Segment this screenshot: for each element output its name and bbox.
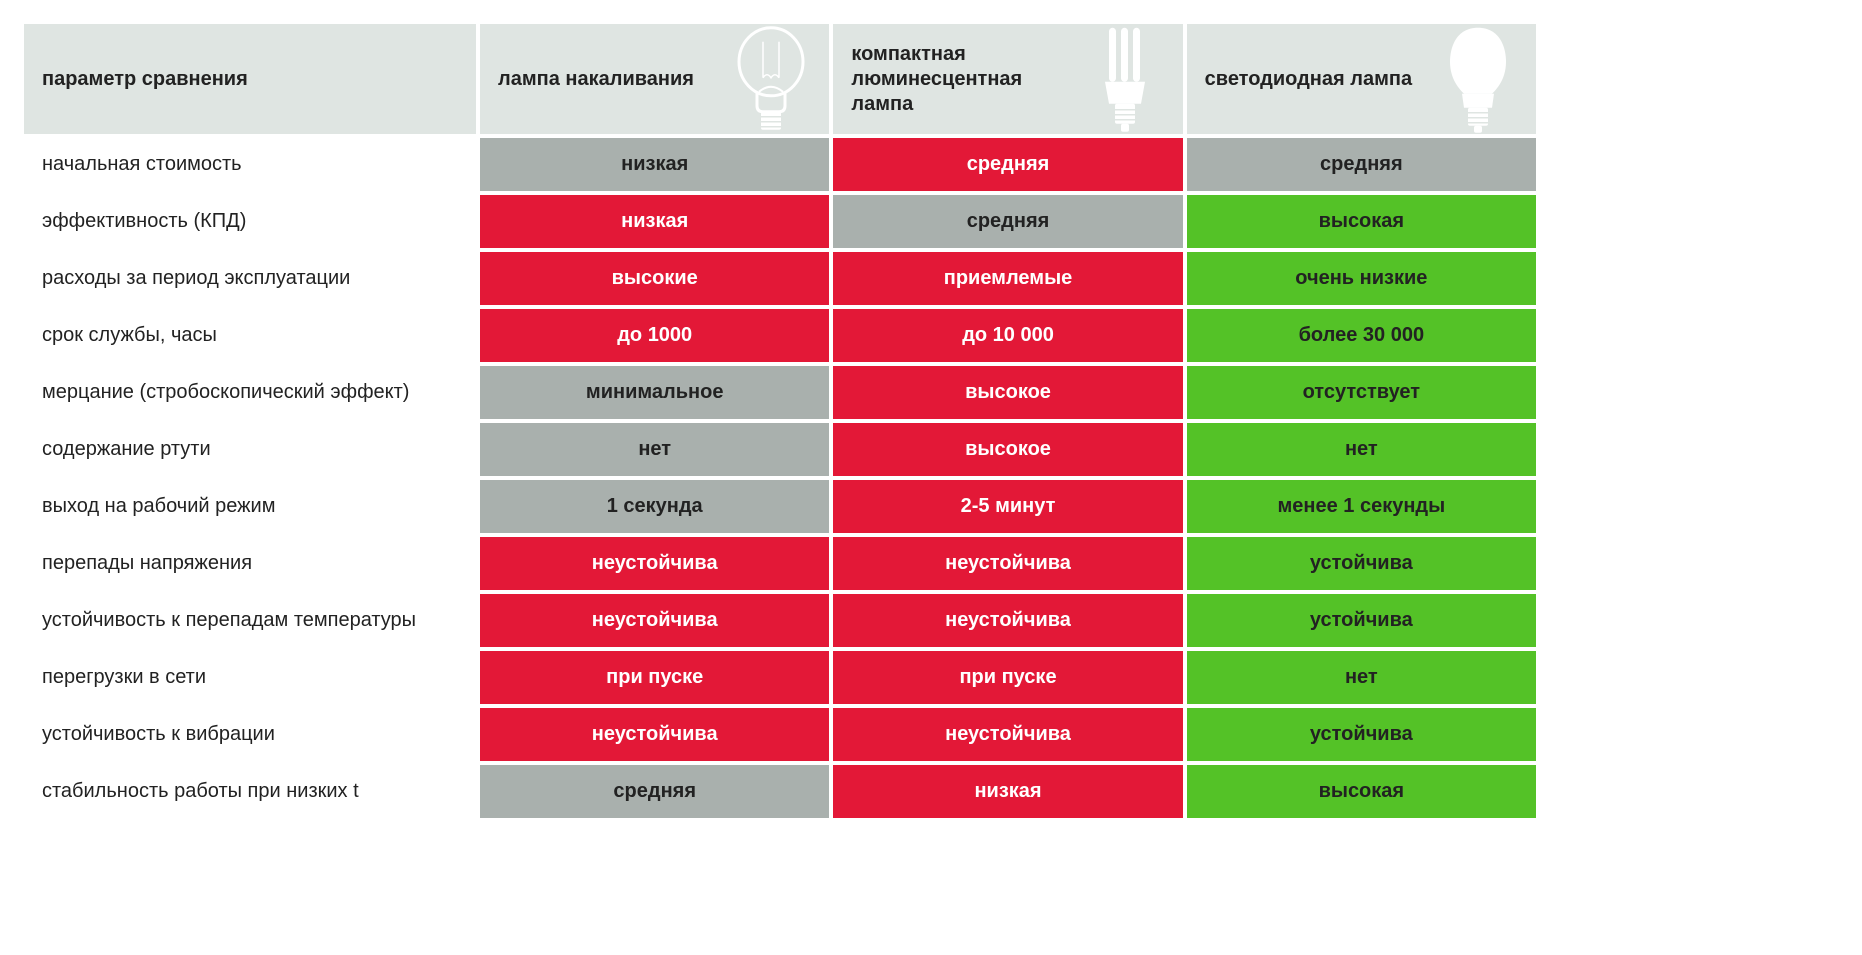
data-cell: неустойчива	[833, 594, 1182, 647]
table-row: мерцание (стробоскопический эффект)миним…	[24, 366, 1536, 419]
param-cell: перегрузки в сети	[24, 651, 476, 704]
data-cell: минимальное	[480, 366, 829, 419]
data-cell: высокое	[833, 423, 1182, 476]
data-cell: высокая	[1187, 195, 1536, 248]
table-row: начальная стоимостьнизкаясредняясредняя	[24, 138, 1536, 191]
table-header-row: параметр сравнения лампа накаливания	[24, 24, 1536, 134]
data-cell: до 10 000	[833, 309, 1182, 362]
data-cell: средняя	[833, 138, 1182, 191]
header-col-led: светодиодная лампа	[1187, 24, 1536, 134]
incandescent-bulb-icon	[729, 22, 813, 152]
data-cell: при пуске	[833, 651, 1182, 704]
param-cell: выход на рабочий режим	[24, 480, 476, 533]
data-cell: высокое	[833, 366, 1182, 419]
data-cell: высокая	[1187, 765, 1536, 818]
table-row: срок службы, часыдо 1000до 10 000более 3…	[24, 309, 1536, 362]
data-cell: устойчива	[1187, 537, 1536, 590]
data-cell: неустойчива	[480, 537, 829, 590]
table-row: эффективность (КПД)низкаясредняявысокая	[24, 195, 1536, 248]
header-col-cfl: компактная люминесцентная лампа	[833, 24, 1182, 134]
data-cell: неустойчива	[833, 537, 1182, 590]
header-col3-label: светодиодная лампа	[1205, 68, 1412, 90]
data-cell: средняя	[1187, 138, 1536, 191]
table-row: перегрузки в сетипри пускепри пускенет	[24, 651, 1536, 704]
data-cell: 2-5 минут	[833, 480, 1182, 533]
header-param-label: параметр сравнения	[42, 68, 248, 90]
table-row: стабильность работы при низких tсредняян…	[24, 765, 1536, 818]
param-cell: устойчивость к перепадам температуры	[24, 594, 476, 647]
data-cell: более 30 000	[1187, 309, 1536, 362]
data-cell: 1 секунда	[480, 480, 829, 533]
table-row: выход на рабочий режим1 секунда2-5 минут…	[24, 480, 1536, 533]
param-cell: перепады напряжения	[24, 537, 476, 590]
header-col-incandescent: лампа накаливания	[480, 24, 829, 134]
data-cell: высокие	[480, 252, 829, 305]
header-col1-label: лампа накаливания	[498, 68, 694, 90]
comparison-table-wrapper: параметр сравнения лампа накаливания	[20, 20, 1540, 822]
data-cell: средняя	[833, 195, 1182, 248]
comparison-table: параметр сравнения лампа накаливания	[20, 20, 1540, 822]
data-cell: менее 1 секунды	[1187, 480, 1536, 533]
data-cell: средняя	[480, 765, 829, 818]
data-cell: нет	[1187, 423, 1536, 476]
data-cell: нет	[1187, 651, 1536, 704]
param-cell: стабильность работы при низких t	[24, 765, 476, 818]
data-cell: приемлемые	[833, 252, 1182, 305]
data-cell: низкая	[480, 195, 829, 248]
table-row: устойчивость к вибрациинеустойчиванеусто…	[24, 708, 1536, 761]
table-row: содержание ртутинетвысокоенет	[24, 423, 1536, 476]
data-cell: низкая	[833, 765, 1182, 818]
param-cell: содержание ртути	[24, 423, 476, 476]
table-body: начальная стоимостьнизкаясредняясредняяэ…	[24, 138, 1536, 818]
data-cell: устойчива	[1187, 708, 1536, 761]
led-bulb-icon	[1436, 22, 1520, 152]
data-cell: до 1000	[480, 309, 829, 362]
data-cell: неустойчива	[480, 594, 829, 647]
table-row: перепады напряжениянеустойчиванеустойчив…	[24, 537, 1536, 590]
data-cell: при пуске	[480, 651, 829, 704]
table-row: расходы за период эксплуатациивысокиепри…	[24, 252, 1536, 305]
header-col2-label: компактная люминесцентная лампа	[851, 43, 1022, 115]
data-cell: низкая	[480, 138, 829, 191]
data-cell: неустойчива	[833, 708, 1182, 761]
param-cell: мерцание (стробоскопический эффект)	[24, 366, 476, 419]
data-cell: устойчива	[1187, 594, 1536, 647]
data-cell: нет	[480, 423, 829, 476]
param-cell: расходы за период эксплуатации	[24, 252, 476, 305]
data-cell: отсутствует	[1187, 366, 1536, 419]
cfl-bulb-icon	[1083, 22, 1167, 152]
data-cell: неустойчива	[480, 708, 829, 761]
table-row: устойчивость к перепадам температурынеус…	[24, 594, 1536, 647]
param-cell: начальная стоимость	[24, 138, 476, 191]
header-param: параметр сравнения	[24, 24, 476, 134]
param-cell: устойчивость к вибрации	[24, 708, 476, 761]
param-cell: эффективность (КПД)	[24, 195, 476, 248]
data-cell: очень низкие	[1187, 252, 1536, 305]
param-cell: срок службы, часы	[24, 309, 476, 362]
